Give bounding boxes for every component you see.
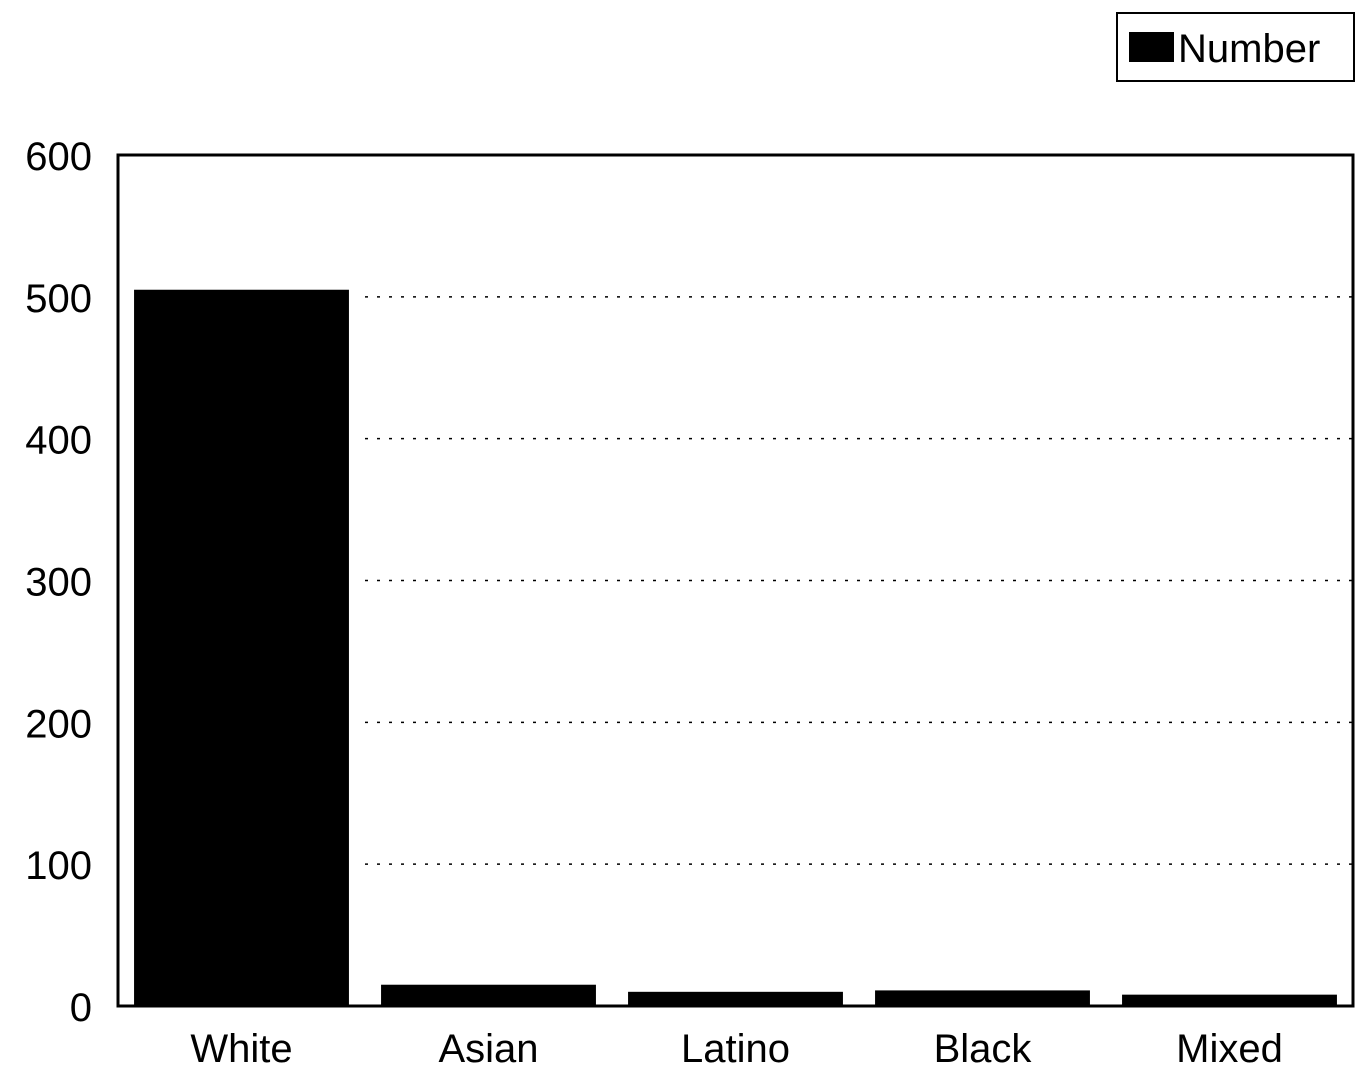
y-tick-label: 400: [25, 419, 92, 463]
y-tick-label: 100: [25, 844, 92, 888]
x-tick-label-asian: Asian: [438, 1027, 538, 1068]
bar-black: [875, 990, 1090, 1006]
bar-asian: [381, 984, 596, 1006]
legend-label: Number: [1178, 27, 1320, 71]
bar-white: [134, 289, 349, 1006]
y-axis-tick-labels: 0 100 200 300 400 500 600: [25, 135, 92, 1030]
bar-mixed: [1122, 994, 1337, 1006]
legend-swatch: [1129, 32, 1174, 62]
y-tick-label: 300: [25, 561, 92, 605]
y-tick-label: 600: [25, 135, 92, 179]
x-tick-label-mixed: Mixed: [1176, 1027, 1283, 1068]
y-tick-label: 200: [25, 702, 92, 746]
y-tick-label: 500: [25, 277, 92, 321]
bars: [134, 289, 1337, 1006]
legend: Number: [1116, 12, 1355, 82]
y-tick-label: 0: [70, 986, 92, 1030]
bar-latino: [628, 991, 843, 1006]
x-axis-tick-labels: White Asian Latino Black Mixed: [190, 1027, 1282, 1068]
x-tick-label-black: Black: [934, 1027, 1033, 1068]
gridlines: [365, 296, 1353, 865]
x-tick-label-latino: Latino: [681, 1027, 790, 1068]
x-tick-label-white: White: [190, 1027, 292, 1068]
